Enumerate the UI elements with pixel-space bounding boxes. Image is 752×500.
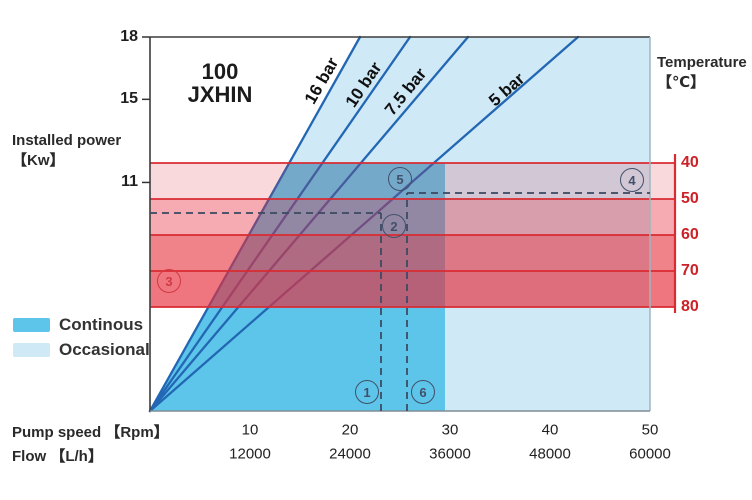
installed-power-text: Installed power xyxy=(12,132,122,149)
pressure-line-16-bar xyxy=(148,35,362,413)
temp-tick-60: 60 xyxy=(681,226,699,243)
annotation-circle-4: 4 xyxy=(620,168,644,192)
pump-model-title: 100 JXHIN xyxy=(150,60,290,106)
legend-item-continuous: Continous xyxy=(13,314,150,335)
temperature-unit: 【℃】 xyxy=(657,74,706,91)
speed-tick-40: 40 xyxy=(541,421,559,439)
power-tick-15: 15 xyxy=(120,90,138,108)
flow-tick-48000: 48000 xyxy=(529,445,571,463)
installed-power-axis-label: Installed power 【Kw】 xyxy=(12,131,121,171)
speed-tick-20: 20 xyxy=(341,421,359,439)
annotation-circle-6: 6 xyxy=(411,380,435,404)
annotation-circle-5: 5 xyxy=(388,167,412,191)
legend-label-continuous: Continous xyxy=(59,314,144,334)
temp-band-70-80 xyxy=(150,271,675,307)
annotation-circle-2: 2 xyxy=(382,214,406,238)
temperature-axis-label: Temperature 【℃】 xyxy=(657,53,747,93)
power-tick-18: 18 xyxy=(120,28,138,45)
pressure-line-10-bar xyxy=(148,35,412,413)
legend: Continous Occasional xyxy=(13,314,150,364)
pressure-line-5-bar xyxy=(148,35,580,413)
temp-tick-70: 70 xyxy=(681,262,699,279)
installed-power-unit: 【Kw】 xyxy=(12,152,65,169)
flow-axis-label: Flow 【L/h】 xyxy=(12,448,103,465)
flow-tick-60000: 60000 xyxy=(629,445,671,463)
pump-model-series: JXHIN xyxy=(187,82,253,107)
flow-tick-24000: 24000 xyxy=(329,445,371,463)
temp-band-60-70 xyxy=(150,235,675,271)
occasional-color-swatch xyxy=(13,342,50,357)
speed-tick-10: 10 xyxy=(241,421,259,439)
pressure-line-7-5-bar xyxy=(148,35,470,413)
temp-tick-40: 40 xyxy=(681,154,699,171)
flow-tick-12000: 12000 xyxy=(229,445,271,463)
power-tick-11: 11 xyxy=(121,173,138,191)
flow-tick-36000: 36000 xyxy=(429,445,471,463)
temperature-text: Temperature xyxy=(657,54,747,71)
speed-tick-50: 50 xyxy=(641,421,659,439)
temp-band-50-60 xyxy=(150,199,675,235)
temp-tick-80: 80 xyxy=(681,298,699,315)
temp-tick-50: 50 xyxy=(681,190,699,207)
legend-label-occasional: Occasional xyxy=(59,339,150,359)
continuous-color-swatch xyxy=(13,317,50,332)
pump-model-number: 100 xyxy=(201,59,239,84)
speed-tick-30: 30 xyxy=(441,421,459,439)
pump-speed-axis-label: Pump speed 【Rpm】 xyxy=(12,424,169,441)
annotation-circle-1: 1 xyxy=(355,380,379,404)
annotation-circle-3: 3 xyxy=(157,269,181,293)
legend-item-occasional: Occasional xyxy=(13,339,150,360)
